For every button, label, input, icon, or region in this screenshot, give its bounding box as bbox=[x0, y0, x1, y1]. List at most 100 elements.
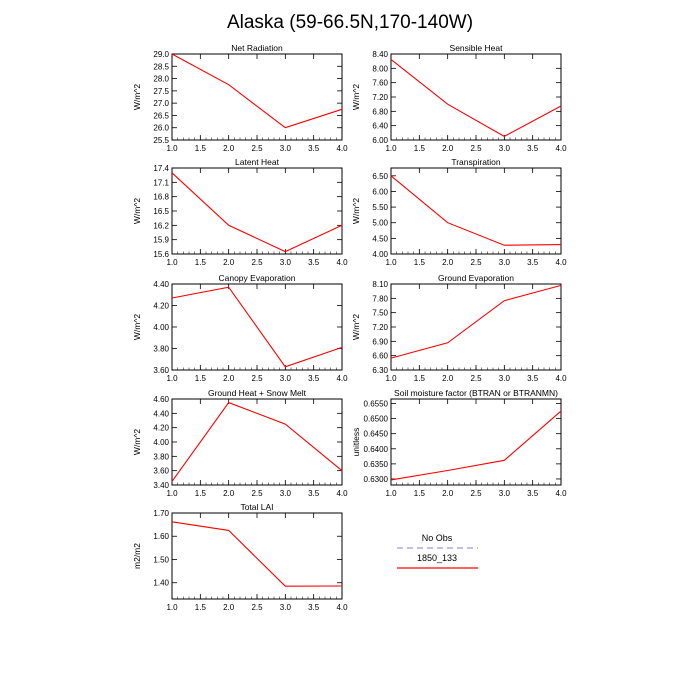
x-tick-label: 1.0 bbox=[385, 489, 397, 498]
x-tick-label: 2.5 bbox=[251, 258, 263, 267]
x-tick-label: 3.0 bbox=[499, 374, 511, 383]
y-tick-label: 3.80 bbox=[153, 345, 169, 354]
chart-panel: Transpiration 1.0 1.5 2.0 2.5 3.0 3.5 4.0 4.00 4.… bbox=[351, 157, 567, 267]
y-tick-label: 4.60 bbox=[153, 395, 169, 404]
x-tick-label: 3.5 bbox=[527, 258, 539, 267]
x-tick-label: 1.0 bbox=[166, 603, 178, 612]
figure-title: Alaska (59-66.5N,170-140W) bbox=[227, 12, 473, 33]
y-tick-label: 3.40 bbox=[153, 481, 169, 490]
plot-frame bbox=[171, 167, 343, 255]
y-tick-label: 27.5 bbox=[153, 87, 169, 96]
y-axis-label: W/m^2 bbox=[132, 314, 142, 340]
y-tick-label: 4.00 bbox=[372, 250, 388, 259]
x-tick-label: 2.5 bbox=[251, 603, 263, 612]
x-tick-label: 1.0 bbox=[166, 489, 178, 498]
x-tick-label: 1.5 bbox=[195, 374, 207, 383]
y-tick-label: 0.6350 bbox=[364, 460, 389, 469]
y-tick-label: 1.70 bbox=[153, 509, 169, 518]
y-tick-label: 16.5 bbox=[153, 207, 169, 216]
y-tick-label: 6.80 bbox=[372, 107, 388, 116]
x-tick-label: 4.0 bbox=[555, 258, 567, 267]
y-tick-label: 8.40 bbox=[372, 50, 388, 59]
x-tick-label: 4.0 bbox=[336, 603, 348, 612]
y-tick-label: 7.50 bbox=[372, 309, 388, 318]
y-tick-label: 6.30 bbox=[372, 366, 388, 375]
y-tick-label: 4.20 bbox=[153, 302, 169, 311]
x-tick-label: 3.5 bbox=[308, 258, 320, 267]
x-tick-label: 1.5 bbox=[414, 258, 426, 267]
y-tick-label: 3.60 bbox=[153, 366, 169, 375]
x-tick-label: 3.0 bbox=[280, 489, 292, 498]
chart-panel: Soil moisture factor (BTRAN or BTRANMN) 1… bbox=[351, 388, 567, 498]
y-tick-label: 26.0 bbox=[153, 124, 169, 133]
chart-panel: Canopy Evaporation 1.0 1.5 2.0 2.5 3.0 3.5 4.0 3… bbox=[132, 273, 348, 383]
y-tick-label: 29.0 bbox=[153, 50, 169, 59]
x-tick-label: 2.0 bbox=[442, 374, 454, 383]
chart-panel: Ground Heat + Snow Melt 1.0 1.5 2.0 2.5 3.0 3.… bbox=[132, 388, 348, 498]
y-tick-label: 8.00 bbox=[372, 64, 388, 73]
y-tick-label: 3.80 bbox=[153, 452, 169, 461]
x-tick-label: 2.0 bbox=[223, 144, 235, 153]
y-tick-label: 7.20 bbox=[372, 323, 388, 332]
x-tick-label: 4.0 bbox=[555, 144, 567, 153]
y-axis-label: W/m^2 bbox=[132, 198, 142, 224]
x-tick-label: 3.0 bbox=[280, 258, 292, 267]
legend-label-1850-133: 1850_133 bbox=[417, 553, 457, 563]
x-tick-label: 1.0 bbox=[166, 144, 178, 153]
x-tick-label: 2.0 bbox=[442, 258, 454, 267]
y-tick-label: 25.5 bbox=[153, 136, 169, 145]
y-tick-label: 27.0 bbox=[153, 99, 169, 108]
x-tick-label: 3.0 bbox=[280, 374, 292, 383]
y-tick-label: 6.60 bbox=[372, 352, 388, 361]
x-tick-label: 2.0 bbox=[442, 144, 454, 153]
chart-panel: Sensible Heat 1.0 1.5 2.0 2.5 3.0 3.5 4.0 6.00 6.… bbox=[351, 43, 567, 153]
x-tick-label: 1.0 bbox=[166, 374, 178, 383]
x-tick-label: 2.5 bbox=[470, 374, 482, 383]
series-line-1850-133 bbox=[171, 286, 343, 368]
y-tick-label: 4.40 bbox=[153, 280, 169, 289]
plot-frame bbox=[390, 398, 562, 486]
x-tick-label: 1.5 bbox=[195, 258, 207, 267]
plot-frame bbox=[390, 167, 562, 255]
y-axis-label: W/m^2 bbox=[132, 84, 142, 110]
y-tick-label: 28.0 bbox=[153, 75, 169, 84]
y-axis-label: W/m^2 bbox=[351, 198, 361, 224]
y-tick-label: 16.8 bbox=[153, 193, 169, 202]
y-axis-label: m2/m2 bbox=[132, 543, 142, 569]
panel-title: Net Radiation bbox=[231, 43, 283, 53]
series-line-1850-133 bbox=[171, 53, 343, 129]
y-tick-label: 17.4 bbox=[153, 164, 169, 173]
x-tick-label: 3.0 bbox=[499, 258, 511, 267]
x-tick-label: 1.5 bbox=[414, 374, 426, 383]
series-line-1850-133 bbox=[390, 284, 562, 359]
panel-title: Ground Heat + Snow Melt bbox=[208, 388, 307, 398]
y-axis-label: W/m^2 bbox=[132, 429, 142, 455]
plot-frame bbox=[390, 283, 562, 371]
y-tick-label: 0.6550 bbox=[364, 400, 389, 409]
chart-panel: Ground Evaporation 1.0 1.5 2.0 2.5 3.0 3.5 4.0 6… bbox=[351, 273, 567, 383]
panel-title: Total LAI bbox=[240, 502, 273, 512]
panel-title: Ground Evaporation bbox=[438, 273, 514, 283]
y-tick-label: 1.50 bbox=[153, 555, 169, 564]
x-tick-label: 3.5 bbox=[527, 144, 539, 153]
x-tick-label: 3.5 bbox=[308, 144, 320, 153]
y-tick-label: 6.50 bbox=[372, 172, 388, 181]
plot-frame bbox=[171, 53, 343, 141]
y-tick-label: 15.6 bbox=[153, 250, 169, 259]
x-tick-label: 2.5 bbox=[251, 489, 263, 498]
y-tick-label: 6.90 bbox=[372, 337, 388, 346]
y-axis-label: W/m^2 bbox=[351, 314, 361, 340]
x-tick-label: 1.0 bbox=[385, 374, 397, 383]
panel-title: Canopy Evaporation bbox=[218, 273, 295, 283]
y-tick-label: 1.40 bbox=[153, 579, 169, 588]
y-axis-label: unitless bbox=[351, 428, 361, 457]
plot-frame bbox=[390, 53, 562, 141]
x-tick-label: 4.0 bbox=[555, 489, 567, 498]
x-tick-label: 2.5 bbox=[470, 258, 482, 267]
y-tick-label: 7.20 bbox=[372, 93, 388, 102]
y-tick-label: 4.00 bbox=[153, 323, 169, 332]
plot-frame bbox=[171, 398, 343, 486]
x-tick-label: 3.0 bbox=[280, 603, 292, 612]
y-tick-label: 4.40 bbox=[153, 409, 169, 418]
legend: No Obs 1850_133 bbox=[397, 533, 478, 569]
